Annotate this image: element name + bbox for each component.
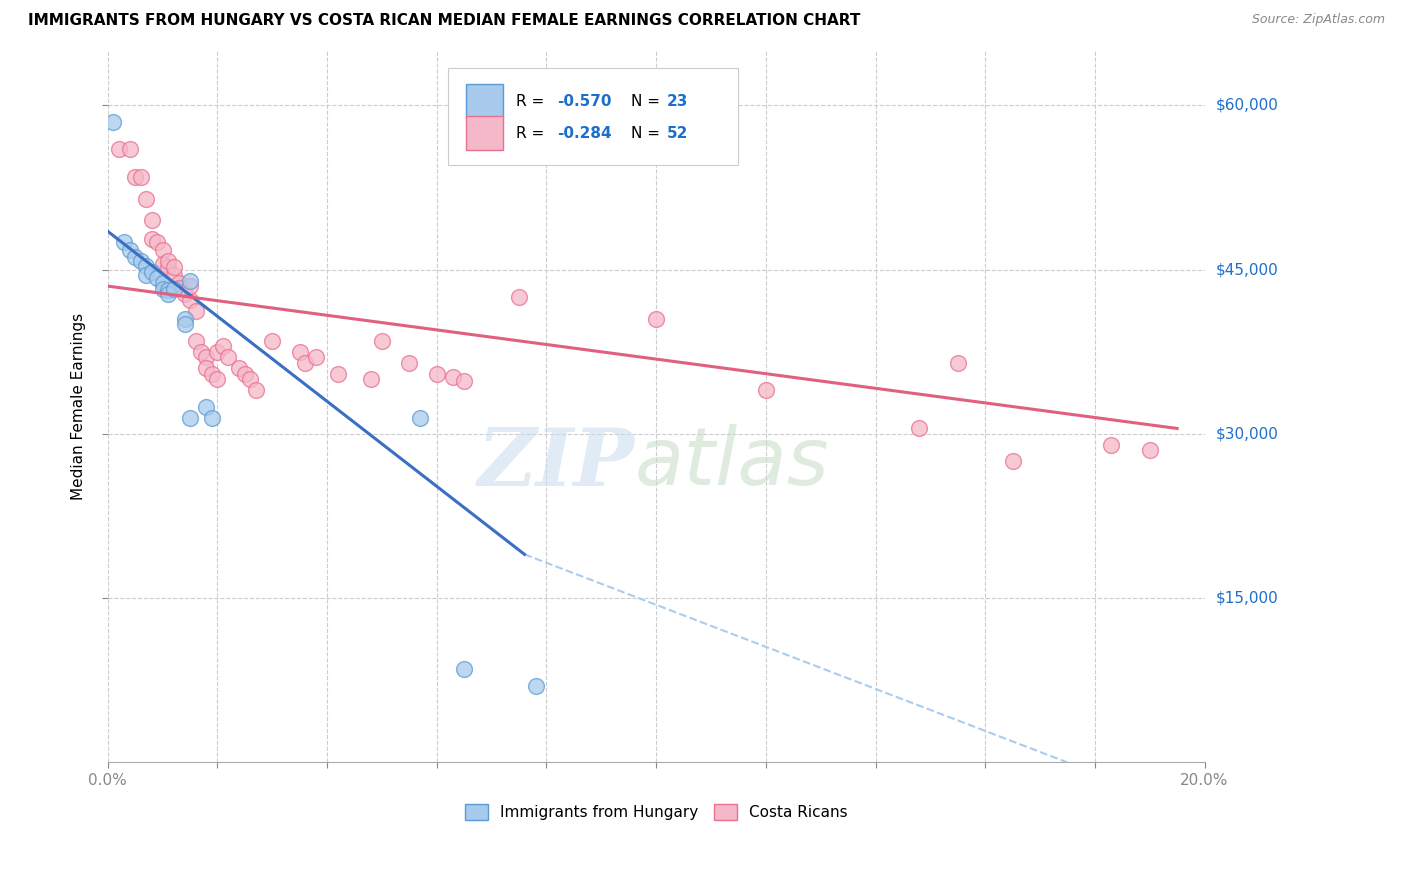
Point [360, 372, 382, 386]
Point [146, 235, 169, 250]
Point [135, 260, 157, 274]
Point [398, 356, 420, 370]
Text: $60,000: $60,000 [1216, 98, 1278, 113]
Text: $45,000: $45,000 [1216, 262, 1278, 277]
Point [946, 356, 969, 370]
Point [157, 260, 180, 275]
Point [157, 286, 180, 301]
Point [103, 115, 125, 129]
Point [294, 356, 316, 370]
Point [1139, 443, 1161, 458]
Point [129, 254, 152, 268]
Point [157, 254, 180, 268]
Text: $30,000: $30,000 [1216, 426, 1278, 442]
Point [195, 351, 218, 365]
Point [212, 339, 235, 353]
Point [409, 410, 432, 425]
Point [135, 268, 157, 282]
Point [228, 361, 250, 376]
Text: N =: N = [631, 126, 665, 141]
Point [195, 400, 218, 414]
Point [107, 142, 129, 156]
Point [162, 260, 184, 275]
Text: -0.284: -0.284 [557, 126, 612, 141]
Point [201, 367, 224, 381]
Point [179, 293, 201, 308]
Point [426, 367, 449, 381]
Bar [467, 84, 502, 119]
Text: ZIP: ZIP [478, 425, 634, 502]
Point [135, 192, 157, 206]
Y-axis label: Median Female Earnings: Median Female Earnings [72, 313, 86, 500]
Point [141, 213, 163, 227]
Point [179, 410, 201, 425]
Point [184, 334, 207, 348]
Text: IMMIGRANTS FROM HUNGARY VS COSTA RICAN MEDIAN FEMALE EARNINGS CORRELATION CHART: IMMIGRANTS FROM HUNGARY VS COSTA RICAN M… [28, 13, 860, 29]
Point [141, 265, 163, 279]
Point [645, 312, 668, 326]
Text: 52: 52 [666, 126, 689, 141]
Point [195, 361, 218, 376]
Point [371, 334, 394, 348]
Point [179, 279, 201, 293]
Point [167, 281, 190, 295]
Legend: Immigrants from Hungary, Costa Ricans: Immigrants from Hungary, Costa Ricans [458, 797, 853, 826]
Point [157, 284, 180, 298]
Point [908, 421, 931, 435]
Point [141, 232, 163, 246]
Text: N =: N = [631, 94, 665, 109]
Point [118, 142, 141, 156]
Point [173, 286, 195, 301]
Point [190, 344, 212, 359]
Point [326, 367, 349, 381]
Bar [467, 116, 502, 151]
Point [453, 662, 475, 676]
Point [262, 334, 284, 348]
Point [162, 268, 184, 282]
Point [184, 304, 207, 318]
Point [305, 351, 328, 365]
Text: R =: R = [516, 94, 548, 109]
Point [167, 276, 190, 290]
Point [233, 367, 256, 381]
Point [162, 282, 184, 296]
Point [201, 410, 224, 425]
Point [207, 344, 229, 359]
Point [152, 257, 174, 271]
Point [508, 290, 530, 304]
Point [173, 312, 195, 326]
Point [146, 271, 169, 285]
Point [129, 169, 152, 184]
Point [152, 276, 174, 290]
Point [245, 383, 267, 397]
Point [124, 169, 146, 184]
Point [179, 274, 201, 288]
Point [152, 282, 174, 296]
Point [755, 383, 778, 397]
Point [239, 372, 262, 386]
Point [152, 243, 174, 257]
Text: -0.570: -0.570 [557, 94, 612, 109]
Point [441, 370, 464, 384]
Text: 23: 23 [666, 94, 689, 109]
FancyBboxPatch shape [447, 69, 738, 164]
Point [173, 318, 195, 332]
Point [1001, 454, 1024, 468]
Point [217, 351, 239, 365]
Text: atlas: atlas [634, 425, 830, 502]
Text: R =: R = [516, 126, 548, 141]
Point [288, 344, 311, 359]
Point [453, 375, 475, 389]
Text: $15,000: $15,000 [1216, 591, 1278, 606]
Point [1099, 438, 1122, 452]
Point [524, 679, 547, 693]
Text: Source: ZipAtlas.com: Source: ZipAtlas.com [1251, 13, 1385, 27]
Point [207, 372, 229, 386]
Point [118, 243, 141, 257]
Point [124, 250, 146, 264]
Point [112, 235, 135, 250]
